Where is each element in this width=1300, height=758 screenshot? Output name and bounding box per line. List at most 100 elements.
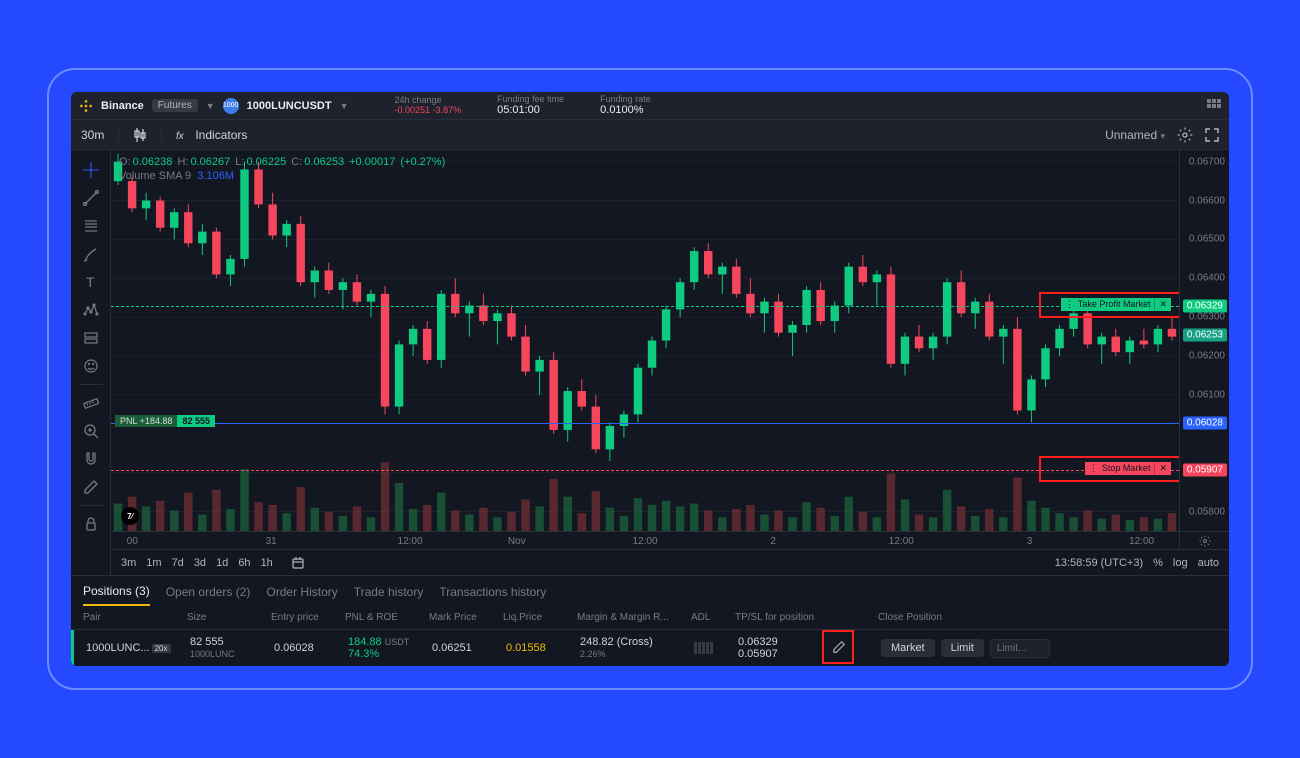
tab-trade-history[interactable]: Trade history	[354, 585, 424, 605]
ohlc-legend: O:0.06238 H:0.06267 L:0.06225 C:0.06253 …	[119, 156, 447, 182]
x-tick: Nov	[508, 536, 526, 547]
price-axis[interactable]: 0.06700 0.06600 0.06500 0.06400 0.06300 0.062…	[1179, 150, 1229, 531]
interval-selector[interactable]: 30m	[81, 128, 104, 142]
price-chart[interactable]: ⋮Take Profit Market✕ ⋮Stop Market✕ PNL +18…	[111, 150, 1179, 531]
stat-funding-rate: Funding rate 0.0100%	[600, 95, 651, 117]
y-tick: 0.05800	[1189, 506, 1225, 517]
lock-tool-icon[interactable]	[77, 510, 105, 538]
y-tick: 0.06400	[1189, 273, 1225, 284]
panel-tabs: Positions (3) Open orders (2) Order Hist…	[71, 576, 1229, 606]
y-tick: 0.06700	[1189, 156, 1225, 167]
symbol-dropdown-icon[interactable]: ▼	[340, 101, 349, 111]
y-tick: 0.06600	[1189, 195, 1225, 206]
chart-toolbar: 30m fx Indicators Unnamed ▾	[71, 120, 1229, 150]
fib-tool-icon[interactable]	[77, 212, 105, 240]
position-pnl-tag[interactable]: PNL +184.8882 555	[115, 415, 215, 427]
pct-toggle[interactable]: %	[1153, 557, 1163, 569]
timeframe-1d[interactable]: 1d	[216, 557, 228, 569]
brush-tool-icon[interactable]	[77, 240, 105, 268]
svg-text:T: T	[86, 274, 95, 290]
layout-grid-icon[interactable]	[1207, 99, 1221, 113]
y-tick: 0.06200	[1189, 351, 1225, 362]
time-axis[interactable]: 00 31 12:00 Nov 12:00 2 12:00 3 12:00	[111, 531, 1229, 549]
position-row: 1000LUNC...20x 82 5551000LUNC 0.06028 18…	[71, 630, 1229, 666]
market-type-badge: Futures	[152, 99, 198, 112]
goto-date-icon[interactable]	[291, 556, 305, 570]
position-mark: 0.06251	[432, 642, 502, 654]
position-margin: 248.82 (Cross)2.26%	[580, 636, 690, 660]
y-tick: 0.06500	[1189, 234, 1225, 245]
x-tick: 12:00	[889, 536, 914, 547]
tab-tx-history[interactable]: Transactions history	[439, 585, 546, 605]
adl-indicator	[694, 642, 734, 654]
y-tick: 0.06300	[1189, 312, 1225, 323]
position-entry: 0.06028	[274, 642, 344, 654]
edit-tpsl-icon[interactable]	[832, 645, 846, 657]
chart-container: O:0.06238 H:0.06267 L:0.06225 C:0.06253 …	[111, 150, 1229, 575]
tab-open-orders[interactable]: Open orders (2)	[166, 585, 251, 605]
timeframe-nav: 3m 1m 7d 3d 1d 6h 1h 13:58:59 (UTC+3) % log au…	[111, 549, 1229, 575]
timeframe-3m[interactable]: 3m	[121, 557, 136, 569]
position-pair[interactable]: 1000LUNC...20x	[86, 642, 186, 654]
magnet-tool-icon[interactable]	[77, 445, 105, 473]
y-tick: 0.06100	[1189, 389, 1225, 400]
position-size: 82 5551000LUNC	[190, 636, 270, 660]
timeframe-6h[interactable]: 6h	[238, 557, 250, 569]
indicators-button[interactable]: fx Indicators	[176, 128, 247, 142]
crosshair-tool-icon[interactable]	[77, 156, 105, 184]
position-pnl: 184.88 USDT74.3%	[348, 636, 428, 660]
axis-settings-icon[interactable]	[1199, 535, 1211, 547]
x-tick: 31	[266, 536, 277, 547]
x-tick: 12:00	[398, 536, 423, 547]
tab-positions[interactable]: Positions (3)	[83, 584, 150, 606]
settings-icon[interactable]	[1177, 127, 1193, 143]
close-icon[interactable]: ✕	[1154, 299, 1167, 310]
x-tick: 12:00	[632, 536, 657, 547]
svg-text:fx: fx	[176, 131, 185, 142]
ruler-tool-icon[interactable]	[77, 389, 105, 417]
close-limit-button[interactable]: Limit	[941, 639, 984, 657]
tab-order-history[interactable]: Order History	[266, 585, 337, 605]
text-tool-icon[interactable]: T	[77, 268, 105, 296]
take-profit-tag[interactable]: ⋮Take Profit Market✕	[1061, 298, 1171, 311]
x-tick: 12:00	[1129, 536, 1154, 547]
pattern-tool-icon[interactable]	[77, 296, 105, 324]
exchange-header: Binance Futures ▼ 1000 1000LUNCUSDT ▼ 24…	[71, 92, 1229, 120]
timeframe-7d[interactable]: 7d	[172, 557, 184, 569]
fullscreen-icon[interactable]	[1205, 128, 1219, 142]
zoom-tool-icon[interactable]	[77, 417, 105, 445]
x-tick: 3	[1027, 536, 1033, 547]
clock: 13:58:59 (UTC+3)	[1055, 557, 1143, 569]
symbol-name[interactable]: 1000LUNCUSDT	[247, 100, 332, 112]
binance-logo-icon	[79, 99, 93, 113]
positions-header: PairSizeEntry price PNL & ROEMark PriceL…	[71, 606, 1229, 630]
stop-market-tag[interactable]: ⋮Stop Market✕	[1085, 462, 1171, 475]
tradingview-logo-icon: 7⁄	[121, 507, 139, 525]
log-toggle[interactable]: log	[1173, 557, 1188, 569]
position-tpsl: 0.063290.05907	[738, 636, 828, 660]
trading-app: Binance Futures ▼ 1000 1000LUNCUSDT ▼ 24…	[71, 92, 1229, 666]
timeframe-1m[interactable]: 1m	[146, 557, 161, 569]
edit-tool-icon[interactable]	[77, 473, 105, 501]
close-market-button[interactable]: Market	[881, 639, 935, 657]
emoji-tool-icon[interactable]	[77, 352, 105, 380]
close-limit-input[interactable]	[990, 639, 1050, 658]
positions-panel: Positions (3) Open orders (2) Order Hist…	[71, 575, 1229, 666]
stat-funding-time: Funding fee time 05:01:00	[497, 95, 564, 117]
drawing-tools-rail: T	[71, 150, 111, 575]
x-tick: 00	[127, 536, 138, 547]
position-liq: 0.01558	[506, 642, 576, 654]
stat-24h-change: 24h change -0.00251 -3.87%	[395, 96, 462, 116]
candle-style-icon[interactable]	[133, 127, 147, 143]
auto-toggle[interactable]: auto	[1198, 557, 1219, 569]
close-icon[interactable]: ✕	[1154, 463, 1167, 474]
close-position-controls: Market Limit	[881, 639, 1081, 658]
exchange-dropdown-icon[interactable]: ▼	[206, 101, 215, 111]
timeframe-1h[interactable]: 1h	[261, 557, 273, 569]
timeframe-3d[interactable]: 3d	[194, 557, 206, 569]
exchange-name: Binance	[101, 100, 144, 112]
trendline-tool-icon[interactable]	[77, 184, 105, 212]
layout-name[interactable]: Unnamed ▾	[1105, 128, 1165, 142]
position-tool-icon[interactable]	[77, 324, 105, 352]
x-tick: 2	[770, 536, 776, 547]
